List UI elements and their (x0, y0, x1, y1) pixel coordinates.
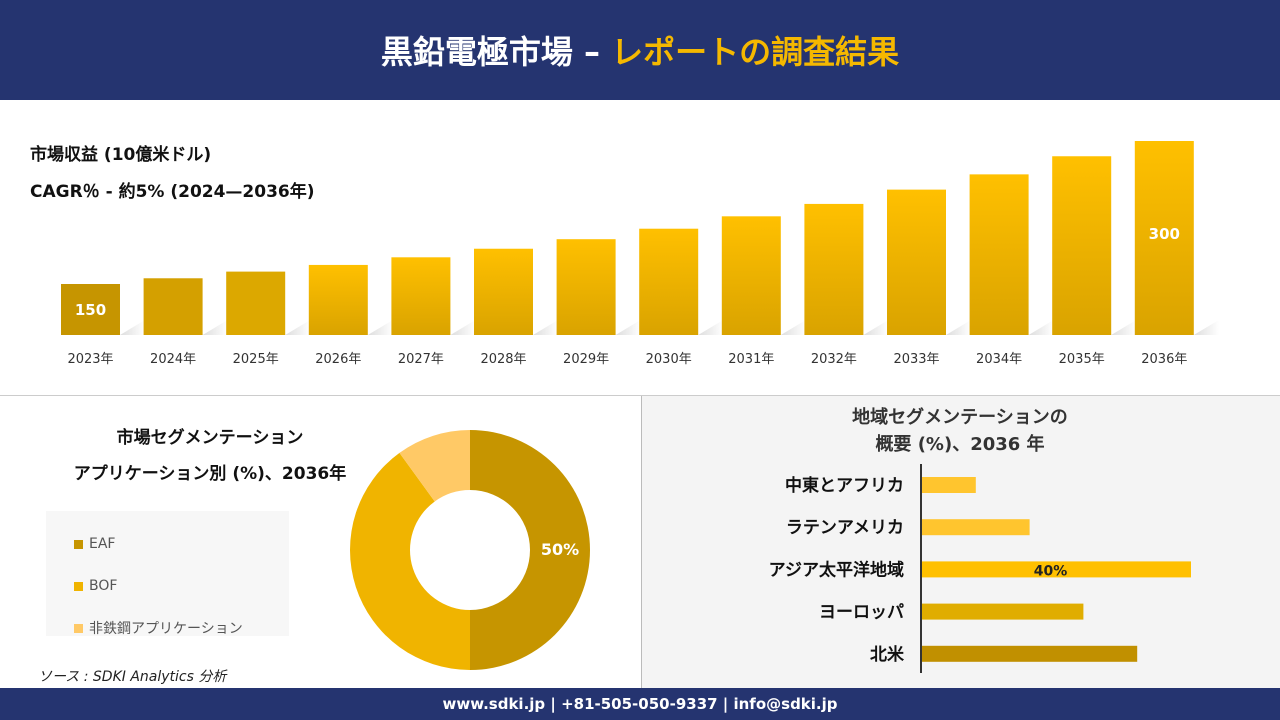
donut-legend: EAF BOF 非鉄鋼アプリケーション (46, 511, 289, 637)
revenue-bar (969, 174, 1029, 335)
revenue-bar (474, 248, 533, 335)
page-title: 黒鉛電極市場 – レポートの調査結果 (0, 0, 1280, 100)
segment-subtitle: アプリケーション別 (%)、2036年 (73, 464, 347, 484)
x-tick-label: 2024年 (150, 352, 196, 367)
region-bar (922, 645, 1138, 662)
x-tick-label: 2031年 (728, 352, 774, 367)
bar-shadow (533, 320, 558, 335)
legend-swatch (74, 623, 83, 633)
x-tick-label: 2029年 (563, 352, 609, 367)
y-tick-label: ヨーロッパ (819, 603, 904, 623)
legend-label: BOF (89, 578, 118, 594)
legend-swatch (74, 581, 83, 591)
x-tick-label: 2026年 (315, 352, 361, 367)
y-tick-label: 中東とアフリカ (785, 475, 904, 496)
bar-shadow (1028, 320, 1054, 335)
region-title-line2: 概要 (%)、2036 年 (875, 434, 1045, 455)
data-label: 40% (1034, 563, 1068, 579)
x-tick-label: 2027年 (398, 352, 444, 367)
revenue-bar (143, 278, 203, 335)
revenue-bar (1134, 141, 1194, 335)
region-bar (922, 603, 1084, 620)
revenue-bar (61, 284, 120, 335)
legend-item-nonferrous: 非鉄鋼アプリケーション (46, 607, 289, 649)
divider (0, 395, 1280, 396)
region-bar (922, 519, 1030, 536)
segment-title: 市場セグメンテーション (116, 428, 304, 448)
data-label: 300 (1149, 225, 1180, 243)
bar-shadow (450, 320, 476, 335)
donut-slice (470, 430, 590, 670)
y-tick-label: 北米 (870, 644, 905, 665)
bar-shadow (202, 320, 228, 335)
revenue-bar (1052, 156, 1112, 335)
x-tick-label: 2028年 (480, 352, 526, 367)
region-bar (922, 561, 1191, 578)
title-main: 黒鉛電極市場 – (380, 33, 600, 71)
bar-shadow (615, 320, 641, 335)
region-title: 地域セグメンテーションの 概要 (%)、2036 年 (790, 404, 1130, 458)
legend-item-bof: BOF (46, 565, 289, 607)
title-accent: レポートの調査結果 (611, 33, 900, 71)
x-tick-label: 2025年 (233, 352, 279, 367)
bar-shadow (285, 320, 311, 335)
region-segment-panel (641, 396, 1280, 688)
revenue-bar (556, 239, 616, 335)
revenue-bar (391, 257, 451, 335)
revenue-bar-chart: 2023年 150 2024年 2025年 2026年 2027年 2028年 2029年 20… (61, 141, 1219, 367)
cagr-label: CAGR％ - 約5% (2024—2036年) (30, 182, 315, 202)
legend-label: 非鉄鋼アプリケーション (89, 621, 243, 637)
bar-shadow (1111, 320, 1137, 335)
legend-swatch (74, 539, 83, 549)
revenue-bar (804, 203, 864, 335)
footer-contact: www.sdki.jp | +81-505-050-9337 | info@sd… (0, 688, 1280, 720)
bar-shadow (367, 320, 393, 335)
revenue-title: 市場収益 (10億米ドル) (30, 145, 212, 165)
bar-shadow (698, 320, 724, 335)
data-label: 50% (541, 540, 579, 559)
revenue-bar (226, 271, 286, 335)
bar-shadow (1193, 320, 1219, 335)
legend-label: EAF (89, 536, 116, 552)
bar-shadow (863, 320, 889, 335)
revenue-bar (639, 228, 699, 335)
y-tick-label: アジア太平洋地域 (769, 559, 904, 580)
bar-shadow (946, 320, 971, 335)
donut-slice (349, 452, 470, 670)
x-tick-label: 2023年 (67, 352, 113, 367)
bar-shadow (780, 320, 806, 335)
bar-shadow (120, 320, 145, 335)
revenue-bar (887, 189, 946, 335)
region-bar (922, 477, 976, 493)
x-tick-label: 2032年 (811, 352, 857, 367)
region-title-line1: 地域セグメンテーションの (852, 407, 1068, 428)
source-note: ソース : SDKI Analytics 分析 (38, 669, 227, 685)
x-tick-label: 2035年 (1059, 352, 1105, 367)
x-tick-label: 2034年 (976, 352, 1022, 367)
x-tick-label: 2033年 (893, 352, 939, 367)
y-tick-label: ラテンアメリカ (786, 518, 904, 538)
x-tick-label: 2030年 (646, 352, 692, 367)
application-donut-chart: 50% (349, 430, 590, 670)
revenue-bar (308, 264, 368, 335)
revenue-bar (721, 216, 781, 335)
data-label: 150 (75, 301, 106, 319)
x-tick-label: 2036年 (1141, 352, 1187, 367)
legend-item-eaf: EAF (46, 523, 289, 565)
donut-slice (399, 430, 470, 502)
